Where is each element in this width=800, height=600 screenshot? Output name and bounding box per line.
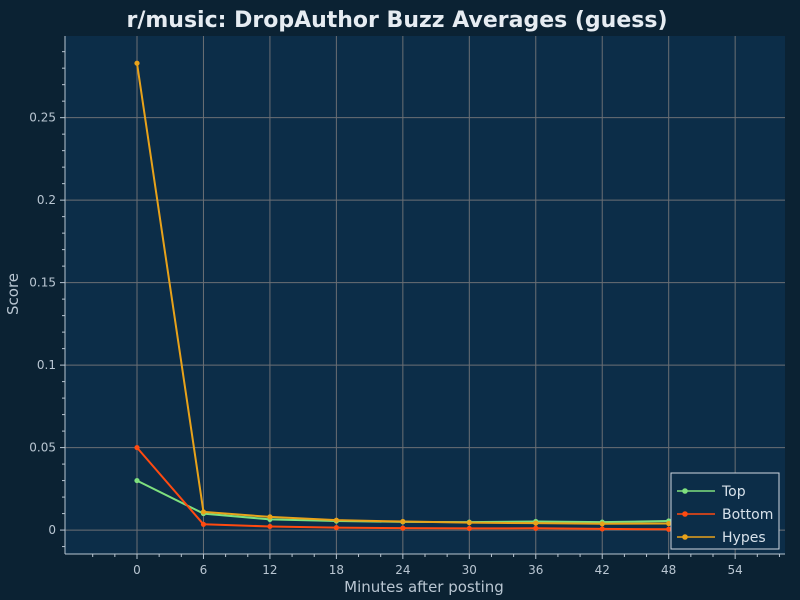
- data-point-hypes: [333, 517, 339, 523]
- data-point-hypes: [466, 520, 472, 526]
- y-tick-label: 0.25: [29, 111, 56, 125]
- data-point-top: [134, 477, 140, 484]
- data-point-bottom: [400, 525, 406, 531]
- series-bottom: [134, 444, 672, 532]
- data-point-hypes: [200, 509, 207, 515]
- data-point-bottom: [466, 525, 472, 532]
- data-point-hypes: [134, 60, 140, 66]
- x-tick-label: 18: [329, 563, 344, 577]
- data-point-bottom: [533, 525, 539, 531]
- data-point-bottom: [599, 526, 605, 532]
- data-point-bottom: [666, 526, 672, 532]
- x-axis-ticks: 0 6 12 18 24 30 36 42 48 54: [92, 554, 780, 577]
- y-tick-label: 0.2: [37, 193, 56, 207]
- y-axis-label: Score: [4, 273, 22, 315]
- x-tick-label: 30: [462, 563, 477, 577]
- x-tick-label: 24: [395, 563, 410, 577]
- series-hypes: [134, 60, 672, 527]
- x-tick-label: 48: [661, 563, 676, 577]
- data-point-hypes: [599, 521, 605, 527]
- y-tick-label: 0.15: [29, 276, 56, 290]
- legend-label-top: Top: [721, 484, 746, 500]
- data-point-bottom: [267, 523, 273, 530]
- data-point-hypes: [533, 520, 539, 526]
- grid-lines: [65, 36, 785, 554]
- y-tick-label: 0: [48, 523, 56, 537]
- data-point-hypes: [267, 514, 273, 520]
- data-point-hypes: [400, 518, 406, 525]
- legend: Top Bottom Hypes: [670, 472, 780, 550]
- legend-label-hypes: Hypes: [722, 530, 766, 546]
- x-tick-label: 0: [133, 563, 141, 577]
- legend-marker-hypes: [682, 534, 688, 540]
- x-tick-label: 54: [728, 563, 743, 577]
- y-tick-label: 0.05: [29, 441, 56, 455]
- legend-label-bottom: Bottom: [722, 507, 773, 523]
- x-tick-label: 42: [595, 563, 610, 577]
- legend-marker-top: [682, 488, 688, 494]
- legend-marker-bottom: [682, 511, 688, 517]
- data-point-hypes: [666, 520, 672, 527]
- chart-title: r/music: DropAuthor Buzz Averages (guess…: [126, 8, 667, 33]
- x-tick-label: 6: [200, 563, 208, 577]
- x-tick-label: 36: [528, 563, 543, 577]
- data-point-bottom: [134, 444, 140, 451]
- y-axis-ticks: 0 0.05 0.1 0.15 0.2 0.25: [29, 51, 65, 548]
- data-point-bottom: [200, 521, 207, 527]
- plot-area: [65, 36, 785, 554]
- x-tick-label: 12: [262, 563, 277, 577]
- data-point-bottom: [333, 525, 339, 531]
- y-tick-label: 0.1: [37, 358, 56, 372]
- x-axis-label: Minutes after posting: [344, 578, 504, 596]
